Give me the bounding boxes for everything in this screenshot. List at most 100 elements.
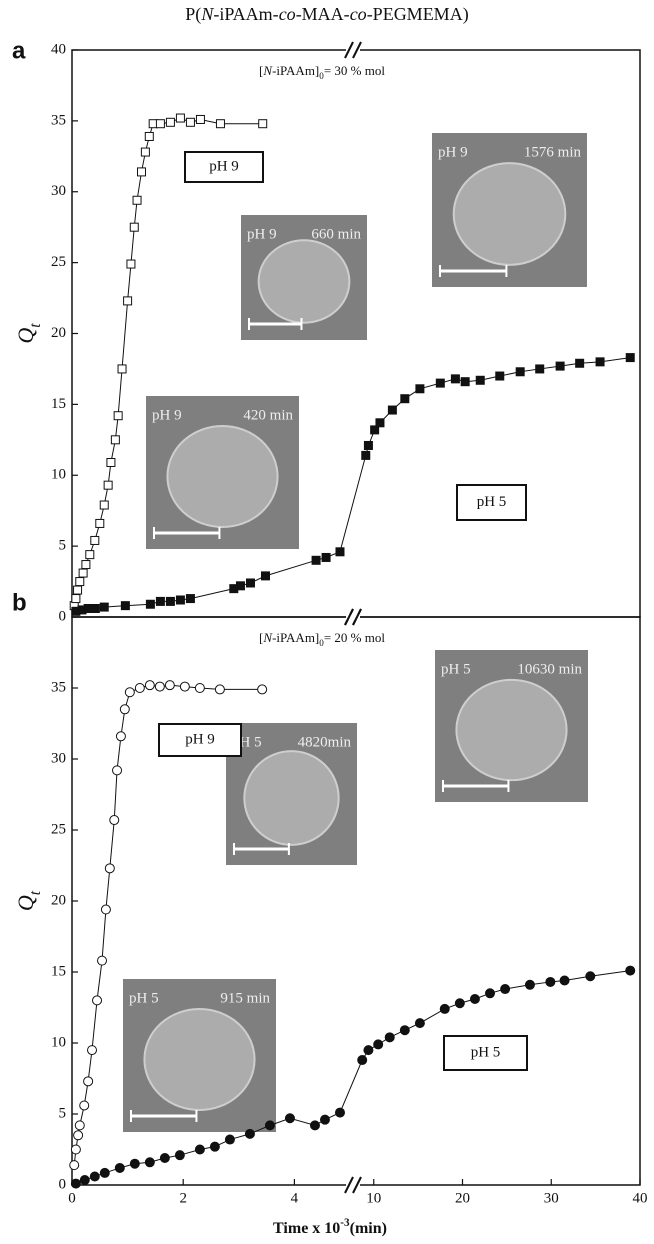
marker	[99, 500, 109, 510]
series-label-box	[456, 484, 527, 521]
x-tick-label: 2	[179, 1190, 187, 1206]
x-axis-label-part: Time x 10	[273, 1220, 340, 1237]
inset-photo: pH 5 915 min	[123, 979, 276, 1132]
x-tick-label: 30	[544, 1190, 559, 1206]
marker	[103, 480, 113, 490]
x-tick-label: 0	[68, 1190, 76, 1206]
marker	[70, 1178, 81, 1189]
panel-label: b	[12, 589, 27, 616]
marker	[165, 596, 175, 606]
y-tick-label: 15	[51, 963, 66, 979]
marker	[260, 571, 270, 581]
y-tick-label: 35	[51, 112, 66, 128]
marker	[625, 965, 636, 976]
figure-title-part: -MAA-	[296, 4, 350, 24]
annotation-part: [	[259, 630, 263, 645]
y-axis-label-part: Q	[13, 895, 38, 911]
photo-gel	[243, 750, 340, 846]
marker	[284, 1113, 295, 1124]
marker	[83, 1076, 94, 1087]
y-tick-label: 25	[51, 254, 66, 270]
inset-ph: pH 9	[152, 407, 182, 423]
marker	[224, 1134, 235, 1145]
marker	[144, 1157, 155, 1168]
inset-ph: pH 9	[438, 144, 468, 160]
marker	[114, 1162, 125, 1173]
marker	[85, 550, 95, 560]
marker	[145, 599, 155, 609]
marker	[104, 863, 115, 874]
y-axis-label: Qt	[13, 890, 44, 911]
marker	[195, 114, 205, 124]
marker	[363, 440, 373, 450]
axis-break-mark	[344, 1176, 354, 1194]
photo-gel	[455, 678, 568, 782]
x-tick-label: 40	[633, 1190, 648, 1206]
marker	[69, 1160, 80, 1171]
marker	[90, 603, 100, 613]
x-axis-label-part: (min)	[350, 1220, 387, 1237]
marker	[535, 364, 545, 374]
y-tick-label: 5	[59, 1105, 67, 1121]
marker	[575, 358, 585, 368]
annotation-part: N	[262, 63, 273, 78]
inset-ph: pH 9	[247, 226, 277, 242]
y-tick-label: 5	[59, 538, 67, 554]
photo-gel	[143, 1008, 256, 1111]
marker	[100, 904, 111, 915]
y-tick-label: 35	[51, 679, 66, 695]
y-tick-label: 30	[51, 750, 66, 766]
marker	[215, 119, 225, 129]
marker	[175, 595, 185, 605]
y-tick-label: 0	[59, 1176, 67, 1192]
marker	[545, 976, 556, 987]
series-line	[75, 970, 631, 1185]
marker	[309, 1120, 320, 1131]
marker	[129, 222, 139, 232]
marker	[361, 450, 371, 460]
marker	[117, 364, 127, 374]
marker	[109, 815, 120, 826]
marker	[185, 594, 195, 604]
marker	[70, 1144, 81, 1155]
y-axis-label-part: t	[27, 323, 44, 328]
figure-title-part: co	[279, 4, 296, 24]
marker	[134, 683, 145, 693]
inset-time: 4820min	[298, 734, 352, 750]
y-axis-label: Qt	[13, 323, 44, 344]
marker	[126, 259, 136, 269]
marker	[515, 367, 525, 377]
marker	[500, 984, 511, 995]
marker	[73, 585, 83, 595]
marker	[257, 684, 268, 695]
inset-time: 1576 min	[524, 144, 582, 160]
marker	[79, 1100, 90, 1111]
axis-break-mark	[352, 41, 362, 59]
marker	[335, 547, 345, 557]
y-tick-label: 20	[51, 892, 66, 908]
marker	[164, 680, 175, 691]
marker	[214, 684, 225, 695]
marker	[460, 377, 470, 387]
marker	[625, 353, 635, 363]
marker	[384, 1032, 395, 1043]
annotation: [N-iPAAm]0= 20 % mol	[259, 630, 385, 648]
marker	[124, 687, 135, 698]
marker	[321, 552, 331, 562]
annotation-part: -iPAAm]	[272, 630, 319, 645]
axis-break-mark	[344, 608, 354, 626]
marker	[75, 577, 85, 587]
marker	[78, 568, 88, 578]
figure-title: P(N-iPAAm-co-MAA-co-PEGMEMA)	[185, 4, 468, 25]
series-label: pH 9	[209, 158, 239, 174]
inset-time: 915 min	[220, 990, 270, 1006]
marker	[485, 988, 496, 999]
marker	[165, 117, 175, 127]
marker	[363, 1045, 374, 1056]
x-axis-label: Time x 10-3(min)	[273, 1217, 387, 1237]
marker	[110, 435, 120, 445]
inset-photo: pH 9 420 min	[146, 396, 299, 549]
series-label-box	[158, 723, 242, 757]
y-tick-label: 0	[59, 608, 67, 624]
annotation-part: [	[259, 63, 263, 78]
